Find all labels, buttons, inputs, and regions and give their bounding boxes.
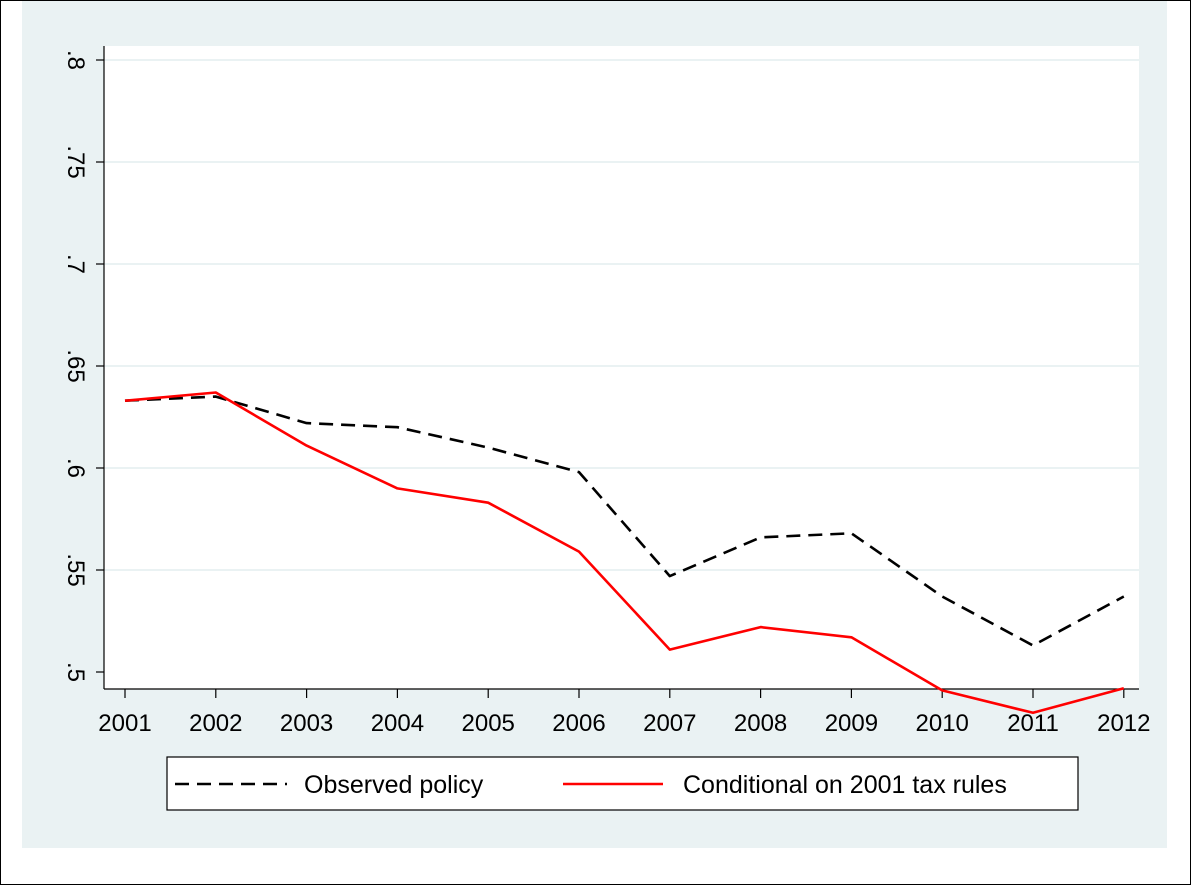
legend-label-1: Observed policy [304, 771, 484, 799]
x-tick-label: 2009 [825, 710, 878, 737]
x-tick-label: 2003 [280, 710, 333, 737]
chart-panel: .5 .55 .6 .65 .7 .75 .8 2001 2002 2003 2004 2005 200… [22, 1, 1167, 848]
y-tick-label: .65 [62, 349, 89, 382]
series-lines [124, 391, 1125, 715]
x-tick-label: 2008 [734, 710, 787, 737]
x-tick-label: 2004 [371, 710, 424, 737]
legend-label-2: Conditional on 2001 tax rules [683, 771, 1007, 799]
y-tick-label: .5 [62, 662, 89, 682]
x-tick-label: 2007 [643, 710, 696, 737]
y-tick-label: .55 [62, 553, 89, 586]
x-tick-label: 2006 [552, 710, 605, 737]
legend: Observed policy Conditional on 2001 tax r… [166, 756, 1079, 811]
series-line-2 [124, 391, 1125, 715]
x-tick-label: 2011 [1007, 710, 1059, 737]
series-line-1 [124, 395, 1125, 647]
grid-lines [104, 59, 1139, 571]
axes: .5 .55 .6 .65 .7 .75 .8 2001 2002 2003 2004 2005 200… [62, 46, 1150, 737]
y-tick-label: .6 [62, 458, 89, 478]
x-tick-label: 2001 [98, 710, 151, 737]
y-tick-label: .7 [62, 254, 89, 274]
y-tick-label: .75 [62, 145, 89, 178]
plot-area [104, 46, 1139, 689]
x-tick-label: 2012 [1097, 710, 1150, 737]
x-tick-label: 2010 [916, 710, 969, 737]
y-tick-label: .8 [62, 50, 89, 70]
x-tick-label: 2002 [189, 710, 242, 737]
x-tick-label: 2005 [462, 710, 515, 737]
